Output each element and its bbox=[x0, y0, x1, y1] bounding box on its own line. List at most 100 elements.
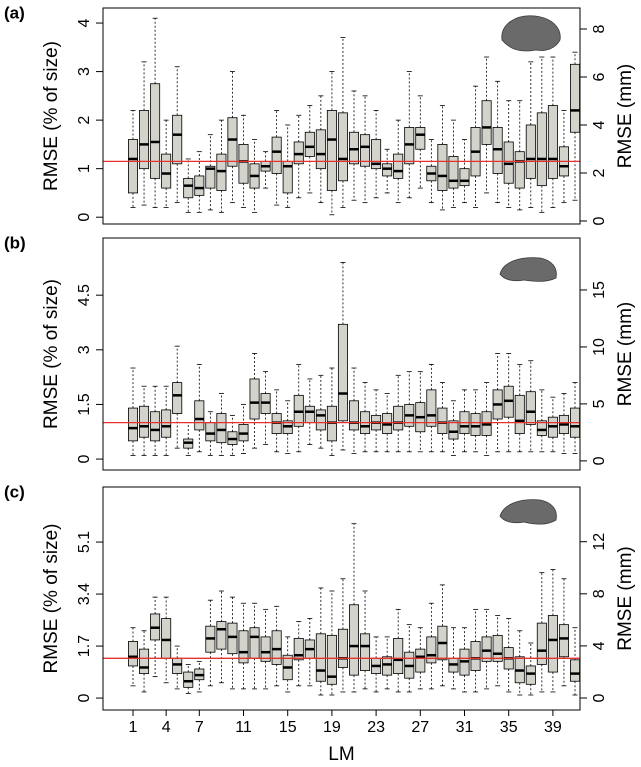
box bbox=[448, 420, 459, 440]
box bbox=[514, 151, 525, 189]
y2-axis-title: RMSE (mm) bbox=[615, 302, 636, 406]
box bbox=[172, 114, 183, 165]
y2-tick-label: 15 bbox=[591, 281, 608, 299]
box bbox=[161, 409, 172, 438]
box bbox=[570, 659, 581, 682]
box bbox=[139, 648, 150, 674]
box bbox=[492, 634, 503, 662]
x-tick-label: 23 bbox=[367, 719, 385, 736]
x-tick-label: 11 bbox=[235, 719, 252, 736]
box bbox=[393, 405, 404, 431]
box bbox=[139, 110, 150, 170]
box bbox=[127, 139, 138, 194]
box bbox=[216, 413, 227, 444]
box bbox=[227, 117, 238, 167]
box bbox=[238, 630, 249, 664]
box bbox=[205, 165, 216, 189]
box bbox=[271, 630, 282, 665]
box bbox=[415, 127, 426, 150]
y2-tick-label: 8 bbox=[591, 24, 608, 33]
box bbox=[326, 110, 337, 191]
box bbox=[172, 657, 183, 674]
box bbox=[437, 407, 448, 434]
box bbox=[194, 175, 205, 196]
panel-label: (a) bbox=[4, 3, 25, 22]
box bbox=[371, 139, 382, 170]
y-axis-title: RMSE (% of size) bbox=[41, 41, 62, 191]
panel: (b) 0 1.5 3 4.5 0 5 10 15 RMSE (% of size) RMSE (m… bbox=[4, 233, 636, 471]
box bbox=[249, 627, 260, 659]
box bbox=[127, 407, 138, 442]
box bbox=[337, 323, 348, 422]
x-tick-label: 19 bbox=[323, 719, 341, 736]
box bbox=[426, 636, 437, 664]
box bbox=[459, 168, 470, 187]
x-tick-label: 31 bbox=[456, 719, 474, 736]
box bbox=[547, 105, 558, 179]
box bbox=[525, 665, 536, 685]
y-tick-label: 3.4 bbox=[76, 583, 93, 605]
panel: (a) 0 1 2 3 4 0 2 4 6 8 RMSE (% of size) RMSE (mm) bbox=[4, 3, 636, 225]
y2-tick-label: 8 bbox=[591, 589, 608, 598]
x-tick-label: 4 bbox=[162, 719, 171, 736]
box bbox=[183, 671, 194, 688]
box bbox=[360, 134, 371, 167]
y-tick-label: 0 bbox=[76, 455, 93, 464]
box bbox=[249, 378, 260, 420]
box bbox=[382, 656, 393, 676]
x-tick-label: 7 bbox=[195, 719, 204, 736]
box bbox=[194, 400, 205, 431]
y2-tick-label: 0 bbox=[591, 693, 608, 702]
y-tick-label: 1 bbox=[76, 164, 93, 173]
y-tick-label: 3 bbox=[76, 67, 93, 76]
box bbox=[393, 153, 404, 179]
box bbox=[415, 648, 426, 673]
y2-tick-label: 4 bbox=[591, 120, 608, 129]
box bbox=[337, 628, 348, 668]
box bbox=[570, 63, 581, 133]
box bbox=[293, 638, 304, 661]
y-tick-label: 4.5 bbox=[76, 284, 93, 306]
y-tick-label: 5.1 bbox=[76, 531, 93, 553]
panel: (c) 0 1.7 3.4 5.1 0 4 8 12 RMSE (% of size) RMSE (… bbox=[4, 482, 636, 765]
box bbox=[525, 124, 536, 179]
box bbox=[304, 405, 315, 424]
box bbox=[315, 633, 326, 682]
box bbox=[150, 411, 161, 442]
y2-tick-label: 0 bbox=[591, 216, 608, 225]
box bbox=[150, 83, 161, 179]
y2-tick-label: 5 bbox=[591, 399, 608, 408]
box bbox=[315, 409, 326, 431]
box bbox=[426, 389, 437, 427]
y-axis-title: RMSE (% of size) bbox=[41, 279, 62, 429]
box bbox=[216, 621, 227, 650]
box bbox=[437, 143, 448, 191]
box bbox=[525, 391, 536, 425]
box bbox=[470, 641, 481, 671]
y2-axis-title: RMSE (mm) bbox=[615, 64, 636, 168]
box bbox=[348, 400, 359, 431]
box bbox=[393, 638, 404, 674]
x-tick-label: 39 bbox=[544, 719, 562, 736]
y-tick-label: 4 bbox=[76, 19, 93, 28]
panel-label: (b) bbox=[4, 233, 26, 252]
box bbox=[558, 624, 569, 658]
y-tick-label: 1.5 bbox=[76, 393, 93, 415]
y-tick-label: 0 bbox=[76, 213, 93, 222]
x-tick-label: 35 bbox=[500, 719, 518, 736]
y2-axis-title: RMSE (mm) bbox=[615, 546, 636, 650]
box bbox=[514, 394, 525, 434]
box bbox=[448, 156, 459, 189]
box bbox=[536, 112, 547, 187]
x-tick-label: 1 bbox=[129, 719, 138, 736]
x-tick-label: 15 bbox=[279, 719, 297, 736]
y2-tick-label: 0 bbox=[591, 456, 608, 465]
y2-tick-label: 12 bbox=[591, 533, 608, 551]
x-axis-title: LM bbox=[328, 744, 354, 765]
box bbox=[271, 136, 282, 174]
y-tick-label: 1.7 bbox=[76, 635, 93, 657]
plot-frame bbox=[102, 7, 581, 225]
box bbox=[172, 382, 183, 414]
box bbox=[348, 604, 359, 676]
